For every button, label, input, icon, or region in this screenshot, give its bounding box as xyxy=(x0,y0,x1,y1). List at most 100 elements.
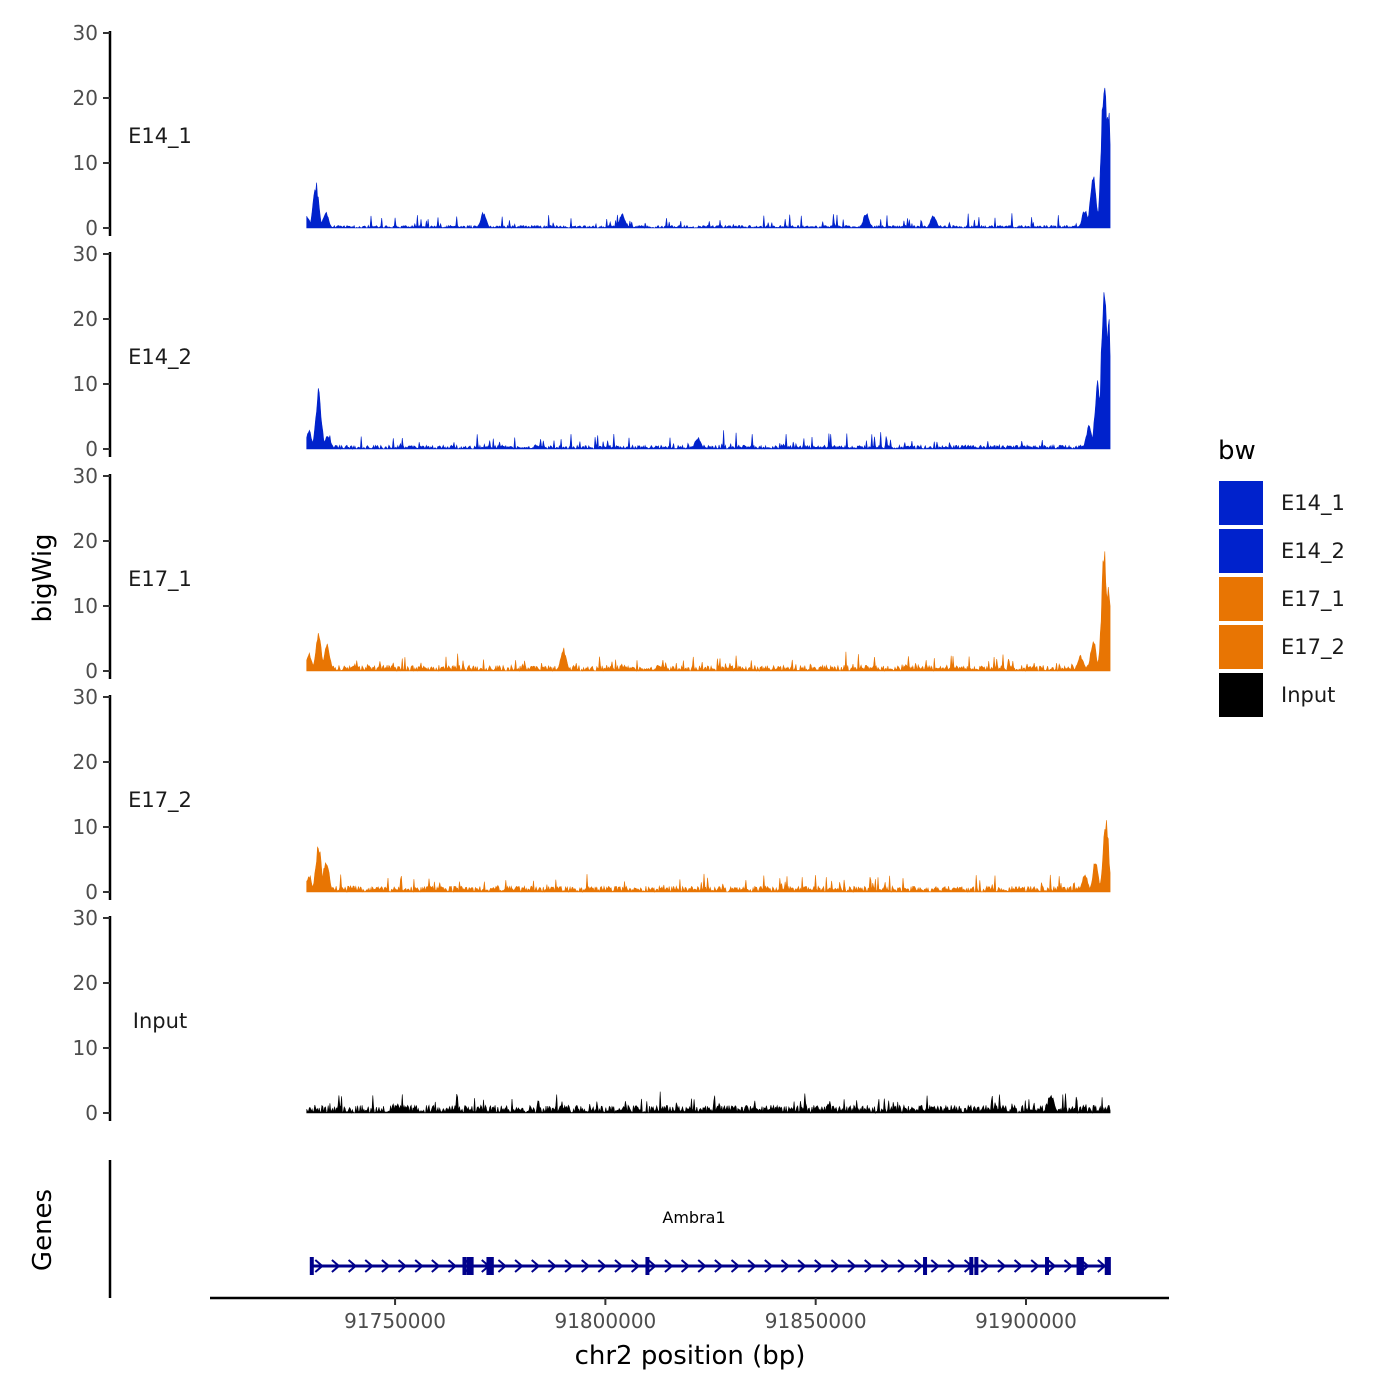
gene-track: Ambra1 xyxy=(108,1160,1111,1298)
y-tick-label: 20 xyxy=(73,971,98,995)
gene-exon xyxy=(489,1257,494,1275)
strand-arrow xyxy=(564,1259,574,1273)
y-tick-label: 10 xyxy=(73,151,98,175)
strand-arrow xyxy=(1047,1259,1057,1273)
strand-arrow xyxy=(397,1259,408,1273)
track-label: E14_1 xyxy=(128,124,192,149)
strand-arrow xyxy=(614,1259,624,1273)
y-tick-label: 0 xyxy=(85,437,98,461)
strand-arrow xyxy=(331,1259,341,1273)
legend-label-E17_1: E17_1 xyxy=(1281,587,1345,612)
legend-label-Input: Input xyxy=(1281,683,1335,707)
y-axis-title: bigWig xyxy=(28,533,58,622)
strand-arrow xyxy=(814,1259,824,1273)
strand-arrow xyxy=(930,1259,940,1273)
strand-arrow xyxy=(1013,1259,1024,1273)
legend-swatch-E17_2 xyxy=(1217,623,1265,671)
gene-exon xyxy=(466,1257,471,1275)
y-tick-label: 10 xyxy=(73,372,98,396)
signal-area-E14_2 xyxy=(306,292,1111,450)
signal-area-Input xyxy=(306,1091,1111,1115)
signal-area-E17_1 xyxy=(306,551,1111,673)
gene-exon xyxy=(923,1257,928,1275)
gene-exon xyxy=(1106,1257,1111,1275)
y-tick-label: 20 xyxy=(73,529,98,553)
genes-axis-title: Genes xyxy=(28,1189,58,1271)
y-tick-label: 10 xyxy=(73,815,98,839)
gene-exon xyxy=(462,1257,467,1275)
signal-area-E17_2 xyxy=(306,820,1111,894)
x-tick-label: 91850000 xyxy=(765,1309,867,1333)
y-tick-label: 20 xyxy=(73,750,98,774)
legend-swatch-Input xyxy=(1217,671,1265,719)
y-tick-label: 20 xyxy=(73,307,98,331)
gene-exon xyxy=(1045,1257,1050,1275)
legend-label-E14_2: E14_2 xyxy=(1281,539,1345,564)
strand-arrow xyxy=(780,1259,790,1273)
track-label: E17_2 xyxy=(128,788,192,813)
x-tick-label: 91750000 xyxy=(344,1309,446,1333)
legend-title: bw xyxy=(1218,436,1256,466)
tracks-group: 0 10 20 30 E14_1 0 10 20 30 E14_2 0 10 20 30 E17_1 0 10 2… xyxy=(73,21,1111,1125)
y-tick-label: 0 xyxy=(85,659,98,683)
gene-exon xyxy=(309,1257,314,1275)
gene-exon xyxy=(1104,1257,1109,1275)
track-E14_2: 0 10 20 30 E14_2 xyxy=(73,242,1111,461)
gene-exon xyxy=(469,1257,474,1275)
legend-label-E14_1: E14_1 xyxy=(1281,491,1345,516)
gene-name-label: Ambra1 xyxy=(662,1208,725,1227)
legend-swatch-E14_2 xyxy=(1217,527,1265,575)
strand-arrow xyxy=(797,1259,807,1273)
track-label: E17_1 xyxy=(128,567,192,592)
track-E17_2: 0 10 20 30 E17_2 xyxy=(73,685,1111,904)
strand-arrow xyxy=(664,1259,674,1273)
y-tick-label: 0 xyxy=(85,1101,98,1125)
gene-exon xyxy=(969,1257,974,1275)
y-tick-label: 10 xyxy=(73,594,98,618)
strand-arrow xyxy=(364,1259,374,1273)
y-tick-label: 10 xyxy=(73,1036,98,1060)
strand-arrow xyxy=(747,1259,757,1273)
legend: bw E14_1 E14_2 E17_1 E17_2 Input xyxy=(1217,436,1345,719)
y-tick-label: 30 xyxy=(73,21,98,45)
strand-arrow xyxy=(581,1259,591,1273)
strand-arrow xyxy=(547,1259,557,1273)
y-tick-label: 30 xyxy=(73,685,98,709)
gene-exon xyxy=(1076,1257,1081,1275)
x-axis-title: chr2 position (bp) xyxy=(575,1341,806,1371)
x-tick-label: 91800000 xyxy=(554,1309,656,1333)
strand-arrow xyxy=(647,1259,657,1273)
legend-swatch-E17_1 xyxy=(1217,575,1265,623)
strand-arrow xyxy=(697,1259,707,1273)
strand-arrow xyxy=(847,1259,857,1273)
x-tick-label: 91900000 xyxy=(975,1309,1077,1333)
strand-arrow xyxy=(597,1259,607,1273)
strand-arrow xyxy=(1030,1259,1040,1273)
strand-arrow xyxy=(997,1259,1007,1273)
strand-arrow xyxy=(414,1259,424,1273)
legend-label-E17_2: E17_2 xyxy=(1281,635,1345,660)
gene-exon xyxy=(645,1257,650,1275)
strand-arrow xyxy=(880,1259,890,1273)
signal-area-E14_1 xyxy=(306,87,1111,230)
track-E14_1: 0 10 20 30 E14_1 xyxy=(73,21,1111,240)
strand-arrow xyxy=(630,1259,641,1273)
strand-arrow xyxy=(381,1259,391,1273)
track-label: Input xyxy=(133,1009,187,1033)
strand-arrow xyxy=(947,1259,957,1273)
strand-arrow xyxy=(897,1259,907,1273)
y-tick-label: 30 xyxy=(73,242,98,266)
y-tick-label: 0 xyxy=(85,880,98,904)
x-axis: 91750000 91800000 91850000 91900000 xyxy=(210,1296,1169,1333)
y-tick-label: 0 xyxy=(85,216,98,240)
strand-arrow xyxy=(1063,1259,1074,1273)
strand-arrow xyxy=(314,1259,324,1273)
y-tick-label: 30 xyxy=(73,906,98,930)
track-label: E14_2 xyxy=(128,345,192,370)
strand-arrow xyxy=(514,1259,524,1273)
strand-arrow xyxy=(764,1259,774,1273)
gene-exon xyxy=(486,1257,491,1275)
strand-arrow xyxy=(980,1259,990,1273)
track-Input: 0 10 20 30 Input xyxy=(73,906,1111,1125)
